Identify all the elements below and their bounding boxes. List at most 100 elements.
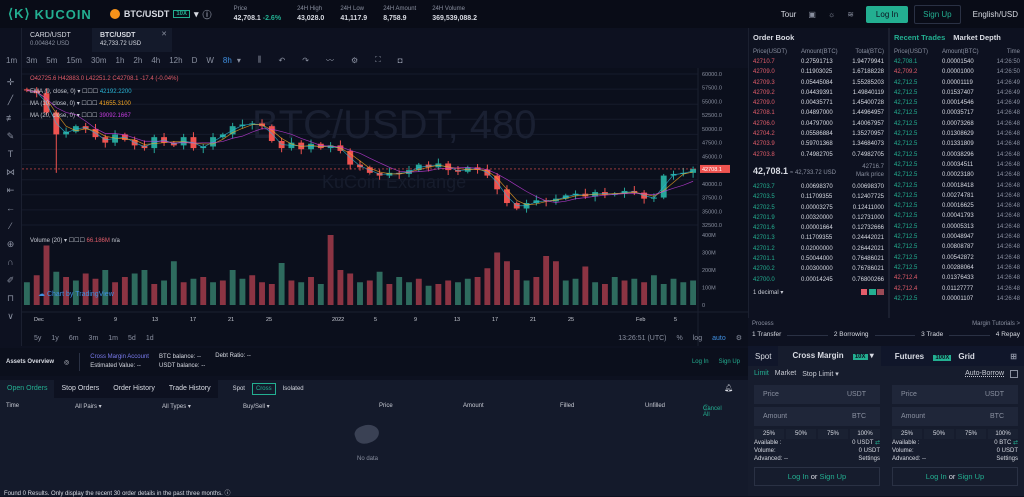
buy-settings[interactable]: Settings	[858, 456, 880, 462]
sell-100[interactable]: 100%	[988, 429, 1018, 439]
order-book-row[interactable]: 42709.3 0.05445084 1.55285203	[749, 78, 888, 88]
step-borrowing[interactable]: 2 Borrowing	[833, 331, 869, 338]
interval-3m[interactable]: 3m	[26, 55, 38, 65]
trade-row[interactable]: 42,712.5 0.00808787 14:26:48	[890, 242, 1024, 252]
interval-D[interactable]: D	[191, 55, 198, 65]
collapse-icon[interactable]: ∨	[7, 311, 14, 321]
buy-25[interactable]: 25%	[754, 429, 784, 439]
order-book-row[interactable]: 42703.7 0.00698370 0.00698370	[749, 182, 888, 192]
step-trade[interactable]: 3 Trade	[921, 331, 944, 338]
fullscreen-icon[interactable]: ⛶	[375, 55, 381, 64]
margin-tutorials-link[interactable]: Margin Tutorials >	[972, 321, 1020, 327]
trade-row[interactable]: 42,712.5 0.01331809 14:26:48	[890, 139, 1024, 149]
buy-advanced[interactable]: Advanced: --	[754, 456, 789, 462]
pattern-icon[interactable]: ⋈	[6, 167, 15, 177]
info-icon[interactable]: ⓘ	[202, 9, 212, 20]
tab-order-history[interactable]: Order History	[106, 380, 162, 398]
sell-advanced[interactable]: Advanced: --	[892, 456, 927, 462]
order-book-row[interactable]: 42706.0 0.04797000 1.40067957	[749, 119, 888, 129]
order-book-row[interactable]: 42710.7 0.27591713 1.94779941	[749, 57, 888, 67]
zoom-icon[interactable]: ⊕	[6, 239, 15, 249]
tab-cross-margin[interactable]: Cross Margin 10X ▾	[778, 345, 881, 367]
order-book-row[interactable]: 42701.1 0.50044000 0.76486021	[749, 254, 888, 264]
all-pairs-dropdown[interactable]: All Pairs ▾	[75, 404, 102, 410]
indicators-icon[interactable]: 〰	[325, 55, 334, 65]
interval-5m[interactable]: 5m	[46, 55, 58, 65]
trade-row[interactable]: 42,712.5 0.00005313 14:26:48	[890, 222, 1024, 232]
trade-row[interactable]: 42,712.5 0.00038296 14:26:48	[890, 150, 1024, 160]
trade-row[interactable]: 42,712.5 0.00041793 14:26:48	[890, 211, 1024, 221]
transfer-icon[interactable]: ⇄	[874, 440, 880, 446]
buy-sell-dropdown[interactable]: Buy/Sell ▾	[243, 404, 270, 410]
signup-button[interactable]: Sign Up	[914, 5, 961, 24]
trade-row[interactable]: 42,712.5 0.00018418 14:26:48	[890, 181, 1024, 191]
filter-cross[interactable]: Cross	[251, 383, 276, 395]
sell-price-input[interactable]: Price USDT	[892, 385, 1018, 404]
order-book-row[interactable]: 42703.9 0.59701368 1.34684073	[749, 139, 888, 149]
trade-row[interactable]: 42,712.4 0.01127777 14:26:48	[890, 284, 1024, 294]
interval-1m[interactable]: 1m	[6, 55, 18, 65]
buy-75[interactable]: 75%	[818, 429, 848, 439]
orders-icon[interactable]: ▣	[808, 10, 816, 19]
close-icon[interactable]: ✕	[161, 31, 167, 38]
auto-borrow-checkbox[interactable]	[1010, 370, 1018, 378]
buy-50[interactable]: 50%	[786, 429, 816, 439]
trade-row[interactable]: 42,712.5 0.00035717 14:26:48	[890, 108, 1024, 118]
order-book-row[interactable]: 42709.0 0.00435771 1.45400728	[749, 98, 888, 108]
sell-settings[interactable]: Settings	[996, 456, 1018, 462]
pair-selector[interactable]: BTC/USDT 10X ▾ ⓘ	[109, 8, 212, 21]
interval-15m[interactable]: 15m	[66, 55, 82, 65]
tab-spot[interactable]: Spot	[755, 351, 772, 361]
decimal-selector[interactable]: 1 decimal ▾	[753, 289, 784, 296]
order-type-stop-limit[interactable]: Stop Limit ▾	[802, 371, 839, 378]
tab-trade-history[interactable]: Trade History	[161, 380, 218, 398]
order-book-row[interactable]: 42700.0 0.00014245 0.76800266	[749, 275, 888, 285]
book-view-icons[interactable]	[860, 288, 884, 296]
order-book-row[interactable]: 42701.9 0.00320000 0.12731000	[749, 213, 888, 223]
tab-card-usdt[interactable]: CARD/USDT 0.004842 USD	[30, 32, 71, 47]
wifi-icon[interactable]: ≋	[847, 10, 854, 19]
candlestick-chart[interactable]: BTC/USDT, 480 KuCoin Exchange 60000.0 57500…	[22, 68, 748, 346]
chart-settings-icon[interactable]: ⚙	[735, 335, 742, 342]
trend-line-icon[interactable]: ╱	[7, 95, 14, 105]
range-3m[interactable]: 3m	[88, 334, 99, 342]
sell-75[interactable]: 75%	[956, 429, 986, 439]
lock-draw-icon[interactable]: ✐	[6, 275, 15, 285]
trade-row[interactable]: 42,708.1 0.00001540 14:26:50	[890, 57, 1024, 67]
locale-selector[interactable]: English/USD	[972, 10, 1018, 19]
range-1y[interactable]: 1y	[51, 334, 59, 342]
range-1d[interactable]: 1d	[145, 334, 154, 342]
filter-isolated[interactable]: Isolated	[282, 386, 304, 392]
cross-margin-account-link[interactable]: Cross Margin Account	[90, 354, 149, 360]
range-6m[interactable]: 6m	[68, 334, 79, 342]
interval-4h[interactable]: 4h	[151, 55, 161, 65]
all-types-dropdown[interactable]: All Types ▾	[162, 404, 191, 410]
price-chart[interactable]: BTC/USDT, 480 KuCoin Exchange 60000.0 57500…	[22, 68, 748, 346]
buy-amount-input[interactable]: Amount BTC	[754, 407, 880, 426]
redo-icon[interactable]: ↷	[302, 55, 309, 65]
order-book-row[interactable]: 42708.1 0.04897000 1.44964957	[749, 108, 888, 118]
undo-icon[interactable]: ↶	[278, 55, 286, 65]
trade-row[interactable]: 42,712.5 0.00016625 14:26:48	[890, 201, 1024, 211]
sell-amount-input[interactable]: Amount BTC	[892, 407, 1018, 426]
order-book-row[interactable]: 42709.0 0.11903025 1.67188228	[749, 67, 888, 77]
trade-row[interactable]: 42,712.5 0.00034511 14:26:48	[890, 160, 1024, 170]
assets-login[interactable]: Log In	[691, 359, 709, 365]
range-5y[interactable]: 5y	[34, 334, 42, 342]
transfer-icon[interactable]: ⇄	[1012, 440, 1018, 446]
lock-icon[interactable]: ⊓	[6, 293, 15, 303]
candle-type-icon[interactable]: ⫼	[257, 55, 262, 64]
filter-spot[interactable]: Spot	[232, 386, 245, 392]
back-icon[interactable]: ←	[6, 203, 15, 213]
tab-stop-orders[interactable]: Stop Orders	[54, 380, 107, 398]
ruler-icon[interactable]: ⁄	[9, 221, 12, 231]
interval-1h[interactable]: 1h	[115, 55, 125, 65]
order-type-market[interactable]: Market	[774, 370, 797, 377]
login-button[interactable]: Log In	[865, 6, 909, 23]
percent-toggle[interactable]: %	[676, 334, 683, 342]
crosshair-icon[interactable]: ✛	[6, 77, 15, 87]
text-icon[interactable]: T	[7, 149, 14, 159]
bell-icon[interactable]: 🔔︎	[724, 385, 733, 392]
interval-12h[interactable]: 12h	[169, 55, 183, 65]
order-book-row[interactable]: 42700.2 0.00300000 0.76786021	[749, 264, 888, 274]
